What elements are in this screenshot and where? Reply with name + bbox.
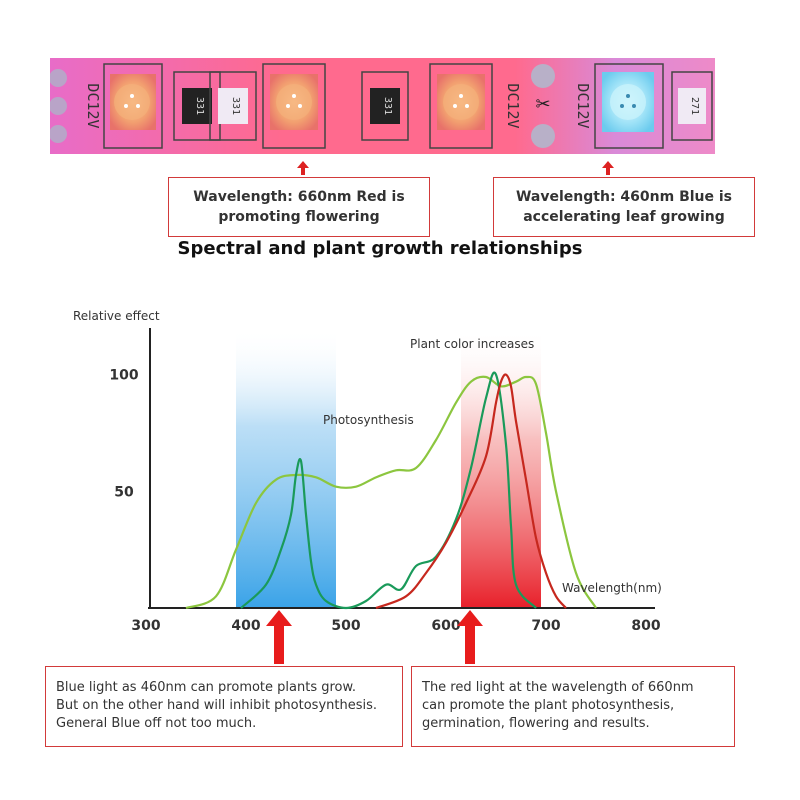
x-tick-label: 800 [631,618,660,634]
x-tick-label: 500 [331,618,360,634]
svg-text:331: 331 [382,97,393,115]
y-tick-label: 50 [114,484,134,500]
red-led-3 [429,63,493,149]
light-green-curve [185,375,597,610]
led-strip-image: DC12V 331 331 [50,58,715,154]
voltage-label-left: DC12V [84,83,102,128]
blue-callout-text: Wavelength: 460nm Blue is accelerating l… [515,189,732,225]
svg-text:271: 271 [689,97,700,115]
up-arrow-icon-blue [602,161,614,175]
up-arrow-icon-blue-note [266,610,292,664]
x-axis-label: Wavelength(nm) [562,581,662,595]
red-note-text: The red light at the wavelength of 660nm… [422,680,694,731]
voltage-label-right: DC12V [574,83,592,128]
red-callout-text: Wavelength: 660nm Red is promoting flowe… [193,189,405,225]
voltage-label-mid: DC12V [504,83,522,128]
resistor-2: 331 [209,71,257,141]
solder-pad-left: DC12V [50,69,102,143]
blue-note-text: Blue light as 460nm can promote plants g… [56,680,377,731]
svg-text:331: 331 [194,97,205,115]
red-band [461,328,541,608]
red-led-1 [103,63,163,149]
solder-pad-middle: DC12V ✂ DC12V [504,64,592,148]
x-tick-label: 700 [531,618,560,634]
page-title: Spectral and plant growth relationships [177,238,583,259]
y-axis-label: Relative effect [73,309,160,323]
y-tick-label: 100 [109,368,138,384]
resistor-3: 331 [361,71,409,141]
red-wavelength-callout: Wavelength: 660nm Red is promoting flowe… [168,177,430,237]
blue-band [236,328,336,608]
x-tick-label: 600 [431,618,460,634]
svg-text:✂: ✂ [535,94,550,115]
plant-color-annotation: Plant color increases [410,337,534,351]
resistor-1: 331 [173,71,221,141]
blue-light-note: Blue light as 460nm can promote plants g… [45,666,403,747]
photosynthesis-annotation: Photosynthesis [323,413,414,427]
x-tick-label: 400 [231,618,260,634]
blue-wavelength-callout: Wavelength: 460nm Blue is accelerating l… [493,177,755,237]
red-led-2 [262,63,326,149]
red-light-note: The red light at the wavelength of 660nm… [411,666,735,747]
blue-led [594,63,664,149]
red-curve [375,373,567,610]
resistor-4: 271 [671,71,713,141]
up-arrow-icon-red [297,161,309,175]
svg-text:331: 331 [230,97,241,115]
up-arrow-icon-red-note [457,610,483,664]
x-tick-label: 300 [131,618,160,634]
